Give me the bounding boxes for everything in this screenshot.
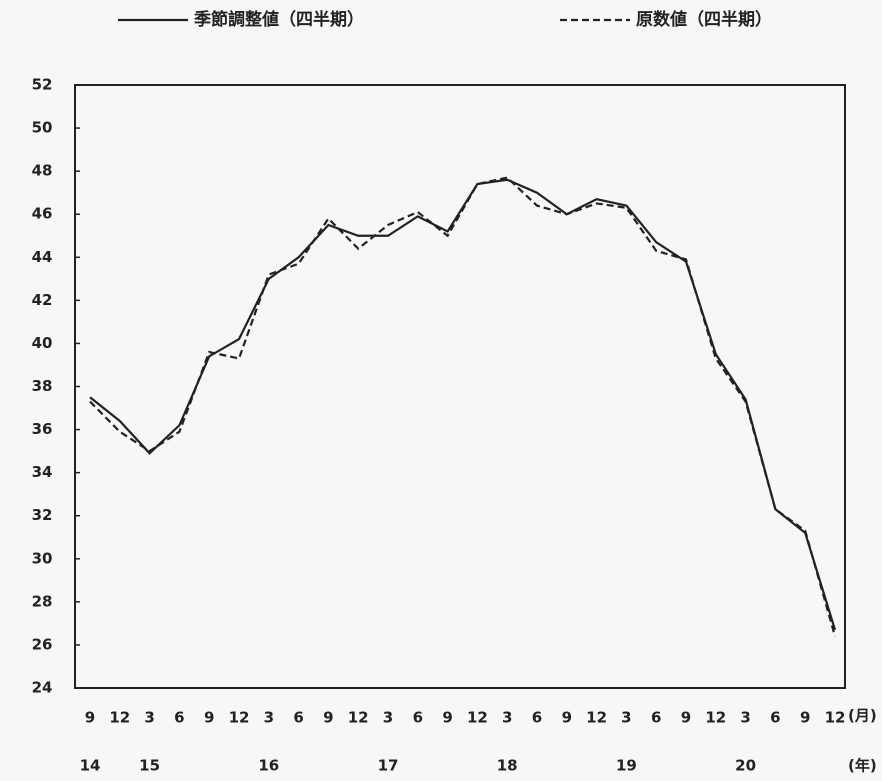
x-tick-label: 9 [85,709,95,727]
y-tick-label: 36 [32,420,53,438]
y-tick-label: 28 [32,592,53,610]
y-tick-label: 40 [32,334,53,352]
y-tick-label: 46 [32,205,53,223]
year-unit: (年) [848,757,877,775]
x-tick-label: 6 [413,709,423,727]
legend-label: 原数値（四半期） [636,9,772,30]
x-tick-label: 9 [562,709,572,727]
x-unit: (月) [848,707,877,725]
x-tick-label: 12 [348,709,369,727]
y-tick-label: 52 [32,76,53,94]
x-tick-label: 12 [467,709,488,727]
x-tick-label: 3 [621,709,631,727]
x-tick-label: 9 [800,709,810,727]
x-tick-label: 9 [442,709,452,727]
x-tick-label: 6 [532,709,542,727]
y-tick-label: 50 [32,119,53,137]
x-tick-label: 3 [264,709,274,727]
x-tick-label: 9 [681,709,691,727]
y-tick-label: 38 [32,377,53,395]
x-tick-label: 9 [204,709,214,727]
series-line [89,178,837,631]
x-tick-label: 3 [740,709,750,727]
x-tick-label: 12 [825,709,846,727]
x-tick-label: 12 [705,709,726,727]
year-label: 15 [139,757,160,775]
y-tick-label: 32 [32,506,53,524]
x-tick-label: 3 [383,709,393,727]
x-tick-label: 9 [323,709,333,727]
x-tick-label: 3 [144,709,154,727]
x-tick-label: 12 [586,709,607,727]
x-tick-label: 3 [502,709,512,727]
x-tick-label: 12 [229,709,250,727]
y-tick-label: 30 [32,549,53,567]
y-tick-label: 44 [32,248,53,266]
x-tick-label: 6 [770,709,780,727]
y-tick-label: 48 [32,162,53,180]
x-tick-label: 6 [651,709,661,727]
year-label: 14 [80,757,101,775]
year-label: 17 [378,757,399,775]
x-tick-label: 12 [109,709,130,727]
year-label: 19 [616,757,637,775]
year-label: 20 [735,757,756,775]
y-tick-label: 42 [32,291,53,309]
year-label: 16 [258,757,279,775]
x-tick-label: 6 [174,709,184,727]
legend-label: 季節調整値（四半期） [194,9,364,30]
y-tick-label: 24 [32,679,53,697]
y-tick-label: 34 [32,463,53,481]
y-tick-label: 26 [32,635,53,653]
plot-area [74,84,846,689]
x-tick-label: 6 [293,709,303,727]
year-label: 18 [497,757,518,775]
series-line [89,176,837,637]
